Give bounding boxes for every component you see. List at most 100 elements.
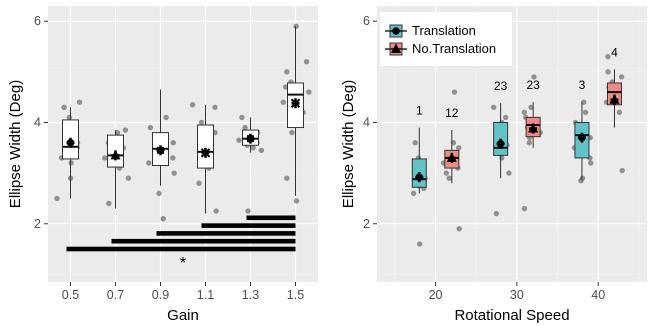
- data-point: [189, 102, 196, 108]
- data-point: [125, 175, 132, 181]
- data-point: [54, 195, 60, 202]
- mean-marker-1: [110, 149, 121, 160]
- mean-marker-4: [247, 135, 254, 143]
- mean-marker-0-1: [496, 139, 505, 148]
- data-point: [490, 104, 497, 110]
- data-point: [213, 208, 219, 214]
- data-point: [417, 241, 423, 247]
- data-point: [196, 180, 202, 186]
- data-point: [76, 99, 83, 105]
- data-point: [170, 155, 176, 161]
- annotation-label-0-2: 3: [579, 78, 586, 92]
- significance-bar-2: [156, 231, 296, 236]
- mean-marker-5: [290, 98, 301, 108]
- data-point: [61, 104, 67, 110]
- y-tick-label-2: 6: [363, 14, 370, 28]
- mean-marker-1-2: [609, 94, 620, 104]
- plot-background-gain: [48, 6, 318, 282]
- data-point: [588, 160, 594, 166]
- y-tick-label-1: 4: [34, 115, 41, 129]
- significance-label: *: [180, 255, 186, 272]
- annotation-label-0-0: 1: [416, 104, 423, 118]
- data-point: [122, 127, 129, 133]
- x-tick-label-2: 0.9: [152, 288, 169, 302]
- annotation-label-0-1: 23: [494, 79, 508, 93]
- data-point: [619, 167, 625, 174]
- annotation-label-1-0: 12: [445, 106, 459, 120]
- marks-gain: *: [54, 23, 312, 272]
- data-point: [521, 205, 528, 212]
- significance-bar-4: [246, 215, 296, 221]
- data-point: [171, 170, 177, 176]
- data-point: [198, 119, 205, 126]
- legend-background: [380, 12, 512, 66]
- chart-rotational-speed: 1 23 3 12 23 4 2 4 6 20 30 40 Rotational Speed El…: [340, 6, 647, 324]
- data-point: [502, 114, 509, 121]
- mean-marker-2: [157, 146, 164, 154]
- y-tick-label-0: 2: [34, 217, 41, 231]
- data-point: [293, 23, 299, 29]
- data-point: [443, 170, 449, 176]
- mean-marker-0-0: [415, 173, 424, 181]
- mean-marker-0: [66, 138, 75, 147]
- legend-label-no-translation: No.Translation: [412, 41, 496, 56]
- data-point: [239, 114, 245, 121]
- data-point: [306, 89, 312, 95]
- data-point: [66, 114, 72, 121]
- x-tick-label-2: 40: [591, 288, 605, 302]
- data-point: [528, 104, 534, 110]
- legend-key-no-translation: [385, 42, 407, 56]
- x-tick-label-5: 1.5: [287, 288, 304, 302]
- marks-speed: 1 23 3 12 23 4: [410, 45, 625, 247]
- data-point: [293, 198, 300, 204]
- data-point: [147, 124, 154, 131]
- data-point: [236, 137, 242, 143]
- data-point: [521, 109, 528, 116]
- x-tick-label-4: 1.3: [242, 288, 259, 302]
- data-point: [160, 215, 166, 222]
- data-point: [156, 190, 162, 197]
- box-3: [197, 124, 214, 169]
- data-point: [258, 147, 265, 154]
- data-point: [493, 210, 500, 217]
- y-tick-label-1: 4: [363, 115, 370, 129]
- annotation-label-1-1: 23: [526, 78, 540, 92]
- data-point: [280, 99, 287, 105]
- y-ticks-gain: 2 4 6: [34, 14, 48, 231]
- y-axis-label-gain: Ellipse Width (Deg): [7, 80, 24, 208]
- data-point: [303, 59, 310, 65]
- data-point: [531, 74, 537, 80]
- data-point: [146, 160, 152, 166]
- legend-key-marker: [392, 27, 400, 35]
- data-point: [412, 140, 418, 146]
- x-tick-label-0: 20: [429, 288, 443, 302]
- data-point: [242, 124, 248, 131]
- legend-key-marker: [391, 43, 401, 53]
- x-tick-label-1: 0.7: [107, 288, 124, 302]
- significance-bar-1: [111, 238, 296, 244]
- data-point: [170, 140, 176, 146]
- data-point: [245, 208, 251, 214]
- annotation-label-1-2: 4: [611, 45, 618, 59]
- significance-bar-3: [201, 223, 296, 228]
- data-point: [605, 53, 611, 60]
- data-point: [618, 74, 625, 80]
- data-point: [582, 109, 589, 116]
- legend-label-translation: Translation: [412, 23, 476, 38]
- x-tick-label-3: 1.1: [197, 288, 214, 302]
- data-point: [451, 89, 458, 95]
- legend: Translation No.Translation: [380, 12, 512, 66]
- data-point: [163, 114, 169, 121]
- data-point: [289, 129, 295, 136]
- data-point: [578, 178, 584, 184]
- x-axis-label-gain: Gain: [167, 307, 199, 324]
- data-point: [102, 155, 108, 161]
- y-tick-label-0: 2: [363, 217, 370, 231]
- data-point: [605, 69, 611, 75]
- data-point: [526, 140, 533, 146]
- data-point: [212, 104, 218, 110]
- mean-marker-1-0: [446, 152, 457, 162]
- data-point: [284, 69, 290, 75]
- legend-key-translation: [385, 24, 407, 38]
